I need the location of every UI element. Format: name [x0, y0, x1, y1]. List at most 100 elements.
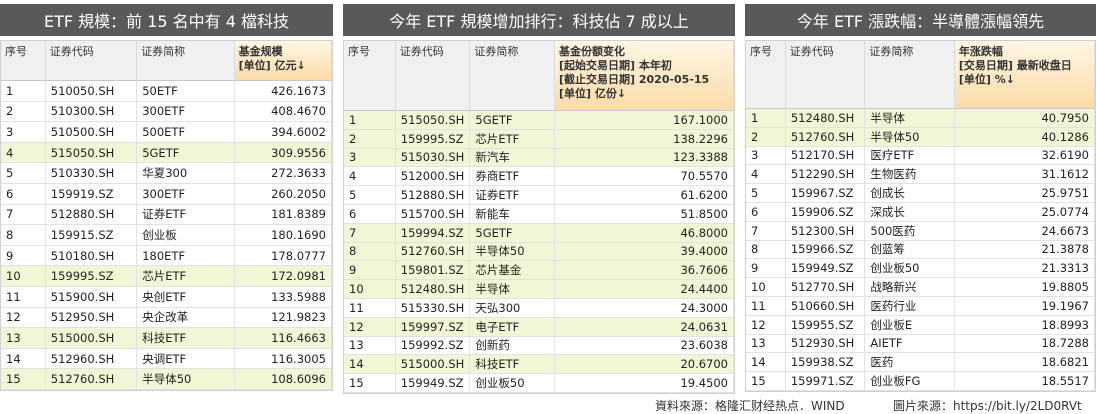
table-cell: 159995.SZ	[395, 129, 471, 149]
data-table: 序号 证券代码 证券简称 基金份额变化 [起始交易日期] 本年初 [截止交易日期] 202…	[343, 40, 735, 394]
table-cell: 32.6190	[954, 146, 1095, 166]
table-row: 1 510050.SH 50ETF 426.1673	[1, 81, 332, 102]
panel-title: 今年 ETF 漲跌幅：半導體漲幅領先	[745, 4, 1096, 36]
table-row: 9 510180.SH 180ETF 178.0777	[1, 245, 332, 267]
table-row: 11 515900.SH 央创ETF 133.5988	[1, 286, 332, 308]
table-cell: 12	[344, 317, 396, 337]
table-cell: 医药	[865, 353, 955, 373]
table-cell: 512960.SH	[45, 348, 138, 370]
table-cell: 181.8389	[234, 204, 332, 226]
table-row: 12 159955.SZ 创业板E 18.8993	[746, 315, 1095, 335]
header-line: 序号	[750, 45, 772, 58]
table-cell: 央创ETF	[137, 286, 235, 308]
table-cell: 24.4400	[554, 280, 734, 299]
table-row: 3 515030.SH 新汽车 123.3388	[344, 148, 734, 168]
table-cell: 9	[746, 259, 786, 279]
table-cell: 515000.SH	[395, 355, 471, 375]
table-cell: 36.7606	[554, 261, 734, 281]
table-cell: 20.6700	[554, 355, 734, 375]
data-table: 序号 证券代码 证券简称 基金规模 [单位] 亿元↓ 1 510050.SH 50ETF 426…	[0, 40, 333, 391]
table-cell: 510050.SH	[45, 81, 138, 102]
table-cell: 18.7288	[954, 334, 1095, 354]
table-cell: 生物医药	[865, 165, 955, 185]
table-cell: 159906.SZ	[785, 202, 866, 222]
image-source: 圖片來源：https://bit.ly/2LD0RVt	[893, 399, 1082, 413]
table-cell: 515900.SH	[45, 286, 138, 308]
table-cell: 12	[1, 307, 46, 329]
table-row: 12 512950.SH 央企改革 121.9823	[1, 307, 332, 329]
table-cell: 512480.SH	[785, 109, 866, 128]
table-cell: 70.5570	[554, 167, 734, 187]
header-row: 序号 证券代码 证券简称 年涨跌幅 [交易日期] 最新收盘日 [单位] %↓	[746, 41, 1095, 109]
header-line: 序号	[348, 45, 370, 58]
table-cell: 159992.SZ	[395, 336, 471, 356]
table-row: 10 512770.SH 战略新兴 19.8805	[746, 278, 1095, 297]
table-cell: 新汽车	[470, 148, 555, 168]
header-line: 基金份额变化	[558, 45, 625, 58]
header-line: 基金规模	[238, 45, 283, 58]
table-cell: 4	[344, 167, 396, 187]
table-row: 8 512760.SH 半导体50 39.4000	[344, 242, 734, 262]
table-cell: 515050.SH	[395, 111, 471, 130]
table-row: 2 512760.SH 半导体50 40.1286	[746, 127, 1095, 147]
table-panel: 今年 ETF 漲跌幅：半導體漲幅領先序号 证券代码 证券简称 年涨跌幅 [交易日期] 最…	[745, 4, 1096, 392]
table-cell: 159994.SZ	[395, 223, 471, 243]
table-cell: 510660.SH	[785, 296, 866, 316]
table-cell: 515000.SH	[45, 328, 138, 349]
table-cell: 515330.SH	[395, 298, 471, 318]
table-cell: 1	[344, 111, 396, 130]
table-row: 4 512000.SH 券商ETF 70.5570	[344, 167, 734, 187]
table-cell: 芯片基金	[470, 261, 555, 281]
table-cell: 科技ETF	[137, 328, 235, 349]
column-header: 序号	[1, 41, 46, 81]
header-row: 序号 证券代码 证券简称 基金份额变化 [起始交易日期] 本年初 [截止交易日期] 202…	[344, 41, 735, 111]
table-cell: 6	[746, 202, 786, 222]
table-cell: 半导体	[470, 280, 555, 299]
table-cell: 创蓝筹	[865, 240, 955, 260]
table-cell: 11	[344, 298, 396, 318]
table-cell: AIETF	[865, 334, 955, 354]
table-cell: 证券ETF	[137, 204, 235, 226]
table-cell: 178.0777	[234, 245, 332, 267]
table-cell: 512300.SH	[785, 221, 866, 241]
table-cell: 15	[746, 372, 786, 391]
table-cell: 8	[746, 240, 786, 260]
table-cell: 172.0981	[234, 266, 332, 287]
header-line: [起始交易日期] 本年初	[558, 59, 672, 72]
header-line: [单位] 亿元↓	[238, 59, 306, 72]
table-cell: 39.4000	[554, 242, 734, 262]
table-cell: 512880.SH	[45, 204, 138, 226]
data-source: 資料來源：格隆汇财经热点．WIND	[655, 399, 845, 413]
header-line: 证券代码	[399, 45, 444, 58]
table-cell: 5GETF	[470, 223, 555, 243]
column-header: 基金份额变化 [起始交易日期] 本年初 [截止交易日期] 2020-05-15 [单位…	[554, 41, 735, 111]
column-header: 基金规模 [单位] 亿元↓	[234, 41, 332, 81]
table-cell: 半导体	[865, 109, 955, 128]
table-row: 9 159801.SZ 芯片基金 36.7606	[344, 261, 734, 281]
table-cell: 394.6002	[234, 122, 332, 143]
table-row: 13 512930.SH AIETF 18.7288	[746, 334, 1095, 354]
table-cell: 天弘300	[470, 298, 555, 318]
table-row: 8 159915.SZ 创业板 180.1690	[1, 225, 332, 246]
table-cell: 创成长	[865, 184, 955, 203]
header-line: 证券简称	[474, 45, 519, 58]
table-cell: 300ETF	[137, 183, 235, 205]
table-cell: 半导体50	[865, 127, 955, 147]
table-cell: 260.2050	[234, 183, 332, 205]
table-cell: 512290.SH	[785, 165, 866, 185]
table-cell: 51.8500	[554, 204, 734, 224]
table-cell: 512950.SH	[45, 307, 138, 329]
table-cell: 华夏300	[137, 163, 235, 184]
table-cell: 159955.SZ	[785, 315, 866, 335]
table-row: 5 510330.SH 华夏300 272.3633	[1, 163, 332, 184]
table-row: 13 159992.SZ 创新药 23.6038	[344, 336, 734, 356]
table-cell: 科技ETF	[470, 355, 555, 375]
table-cell: 央调ETF	[137, 348, 235, 370]
table-cell: 24.6673	[954, 221, 1095, 241]
table-cell: 13	[1, 328, 46, 349]
panel-title: 今年 ETF 規模增加排行：科技佔 7 成以上	[343, 4, 735, 36]
table-cell: 24.3000	[554, 298, 734, 318]
table-cell: 12	[746, 315, 786, 335]
table-cell: 14	[1, 348, 46, 370]
